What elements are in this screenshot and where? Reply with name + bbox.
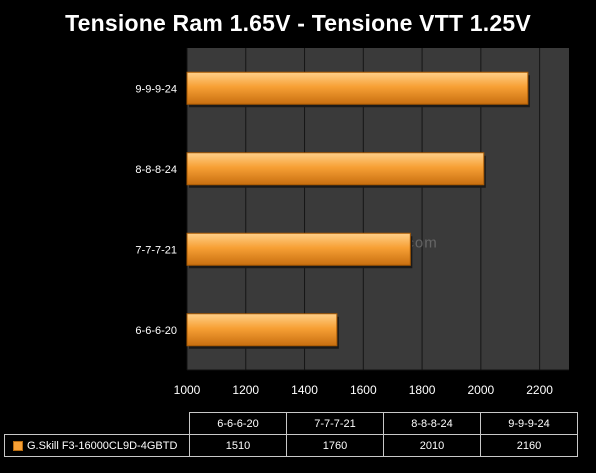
x-tick-label: 2200 <box>526 383 553 397</box>
chart-title: Tensione Ram 1.65V - Tensione VTT 1.25V <box>65 10 531 36</box>
table-row: G.Skill F3-16000CL9D-4GBTD 1510 1760 201… <box>4 434 578 457</box>
category-labels: 6-6-6-20 7-7-7-21 8-8-8-24 9-9-9-24 <box>135 83 177 337</box>
x-tick-label: 1600 <box>350 383 377 397</box>
x-tick-label: 1000 <box>174 383 201 397</box>
data-table: 6-6-6-20 7-7-7-21 8-8-8-24 9-9-9-24 G.Sk… <box>4 412 578 457</box>
category-label: 6-6-6-20 <box>135 325 177 337</box>
table-header-cell: 6-6-6-20 <box>189 412 287 435</box>
category-label: 7-7-7-21 <box>135 244 177 256</box>
x-tick-labels: 1000 1200 1400 1600 1800 2000 2200 <box>174 383 554 397</box>
bars <box>186 71 530 349</box>
table-header-cell: 8-8-8-24 <box>383 412 481 435</box>
x-tick-label: 2000 <box>467 383 494 397</box>
legend-swatch <box>13 440 23 451</box>
bar-7-7-7-21 <box>186 232 411 266</box>
legend-entry: G.Skill F3-16000CL9D-4GBTD <box>4 434 190 457</box>
x-tick-label: 1800 <box>409 383 436 397</box>
table-header-cell: 7-7-7-21 <box>286 412 384 435</box>
bar-8-8-8-24 <box>186 152 485 186</box>
table-cell: 1760 <box>286 434 384 457</box>
bar-6-6-6-20 <box>186 313 338 347</box>
bar-9-9-9-24 <box>186 71 529 105</box>
series-name: G.Skill F3-16000CL9D-4GBTD <box>27 439 178 452</box>
category-label: 8-8-8-24 <box>135 164 177 176</box>
x-tick-label: 1400 <box>291 383 318 397</box>
table-corner <box>5 413 190 435</box>
table-cell: 2160 <box>480 434 578 457</box>
table-header-row: 6-6-6-20 7-7-7-21 8-8-8-24 9-9-9-24 <box>5 412 578 435</box>
table-cell: 2010 <box>383 434 481 457</box>
table-header-cell: 9-9-9-24 <box>480 412 578 435</box>
category-label: 9-9-9-24 <box>135 83 177 95</box>
table-cell: 1510 <box>189 434 287 457</box>
x-tick-label: 1200 <box>232 383 259 397</box>
